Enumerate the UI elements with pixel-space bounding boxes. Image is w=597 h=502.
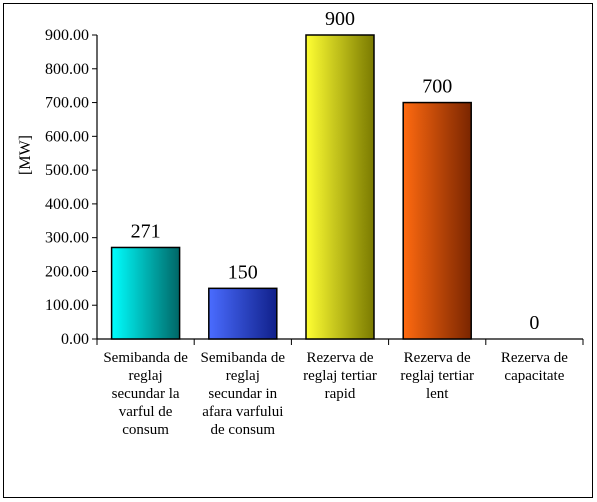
x-category-label: Rezerva de xyxy=(306,350,373,366)
data-label: 0 xyxy=(529,312,539,334)
x-category-label: lent xyxy=(426,386,449,402)
x-category-label: reglaj tertiar xyxy=(303,368,377,384)
bar xyxy=(305,34,375,340)
y-tick-label: 500.00 xyxy=(45,162,89,179)
x-category-label: consum xyxy=(122,422,169,438)
y-tick-label: 200.00 xyxy=(45,263,89,280)
y-tick-label: 900.00 xyxy=(45,27,89,44)
x-category-label: rapid xyxy=(325,386,356,402)
y-tick-label: 400.00 xyxy=(45,196,89,213)
x-category-label: capacitate xyxy=(504,368,564,384)
x-category-label: secundar la xyxy=(112,386,180,402)
y-tick-label: 700.00 xyxy=(45,95,89,112)
bar xyxy=(208,287,278,340)
y-tick-label: 0.00 xyxy=(61,331,89,348)
x-category-label: afara varfului xyxy=(202,404,283,420)
x-category-label: reglaj tertiar xyxy=(400,368,474,384)
x-category-label: reglaj xyxy=(226,368,260,384)
bar xyxy=(402,101,472,340)
x-category-label: Semibanda de xyxy=(201,350,286,366)
y-tick-label: 100.00 xyxy=(45,297,89,314)
x-category-label: Semibanda de xyxy=(103,350,188,366)
x-category-label: de consum xyxy=(211,422,276,438)
bar xyxy=(110,246,181,340)
x-category-label: reglaj xyxy=(129,368,163,384)
y-tick-label: 300.00 xyxy=(45,230,89,247)
x-category-label: secundar in xyxy=(208,386,277,402)
data-label: 700 xyxy=(422,76,452,98)
y-axis-label: [MW] xyxy=(17,135,34,175)
x-category-label: Rezerva de xyxy=(501,350,568,366)
y-tick-label: 600.00 xyxy=(45,128,89,145)
chart-frame xyxy=(3,3,593,498)
x-category-label: varful de xyxy=(119,404,173,420)
data-label: 900 xyxy=(325,8,355,30)
data-label: 150 xyxy=(228,261,258,283)
x-category-label: Rezerva de xyxy=(404,350,471,366)
y-tick-label: 800.00 xyxy=(45,61,89,78)
data-label: 271 xyxy=(131,220,161,242)
